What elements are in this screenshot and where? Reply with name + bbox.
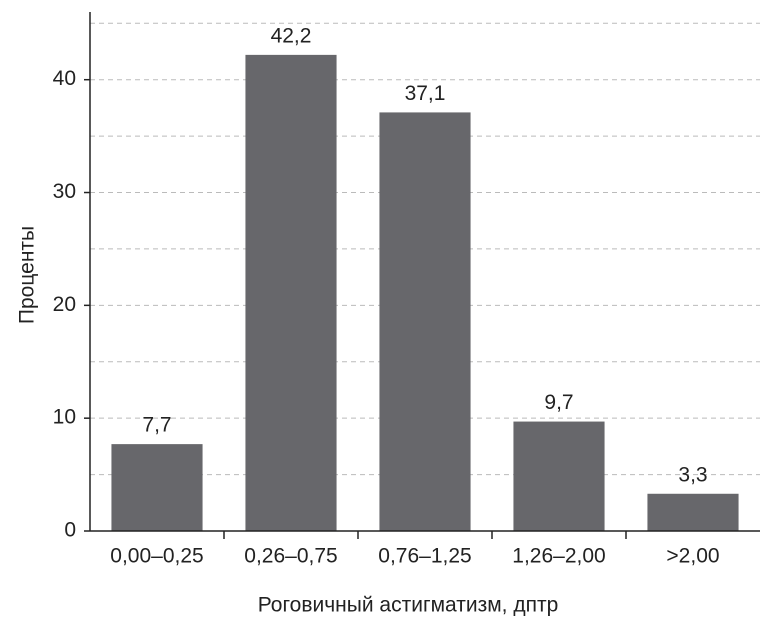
x-tick-label: 0,76–1,25 [378, 545, 471, 568]
bar [513, 421, 605, 531]
x-tick-label: 1,26–2,00 [512, 545, 605, 568]
bar [245, 54, 337, 532]
value-label: 7,7 [142, 414, 171, 437]
x-axis-label: Роговичный астигматизм, дптр [258, 594, 559, 617]
bar [379, 112, 471, 531]
y-tick-label: 20 [53, 293, 76, 316]
y-tick-label: 10 [53, 406, 76, 429]
value-label: 3,3 [678, 463, 707, 486]
value-label: 42,2 [271, 24, 312, 47]
y-axis-label: Проценты [16, 226, 39, 324]
value-label: 37,1 [405, 82, 446, 105]
value-label: 9,7 [544, 391, 573, 414]
x-tick-label: 0,00–0,25 [110, 545, 203, 568]
bar [111, 444, 203, 531]
y-tick-label: 40 [53, 67, 76, 90]
bar [647, 493, 739, 531]
y-tick-label: 0 [64, 519, 76, 542]
y-tick-label: 30 [53, 180, 76, 203]
x-tick-label: >2,00 [666, 545, 719, 568]
x-tick-label: 0,26–0,75 [244, 545, 337, 568]
